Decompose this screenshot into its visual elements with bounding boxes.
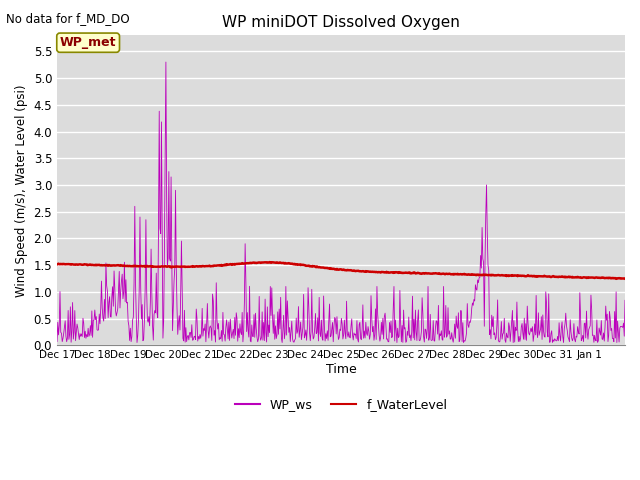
Y-axis label: Wind Speed (m/s), Water Level (psi): Wind Speed (m/s), Water Level (psi) <box>15 84 28 297</box>
Text: WP_met: WP_met <box>60 36 116 49</box>
X-axis label: Time: Time <box>326 363 356 376</box>
Legend: WP_ws, f_WaterLevel: WP_ws, f_WaterLevel <box>230 394 452 417</box>
Title: WP miniDOT Dissolved Oxygen: WP miniDOT Dissolved Oxygen <box>222 15 460 30</box>
Text: No data for f_MD_DO: No data for f_MD_DO <box>6 12 130 25</box>
